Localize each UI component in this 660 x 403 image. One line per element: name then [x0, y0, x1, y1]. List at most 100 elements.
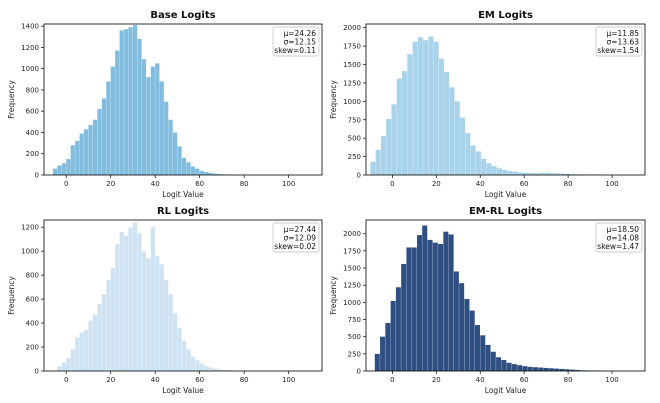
histogram-bar: [146, 77, 151, 175]
histogram-bar: [132, 25, 138, 175]
histogram-bar: [375, 149, 381, 175]
histogram-bar: [172, 132, 178, 175]
histogram-bar: [438, 244, 444, 371]
histogram-bar: [106, 81, 111, 175]
histogram-bar: [181, 341, 187, 371]
histogram-bar: [115, 243, 120, 371]
histogram-bar: [539, 172, 545, 175]
histogram-bar: [380, 135, 386, 175]
y-tick-label: 400: [26, 129, 39, 137]
x-tick-label: 40: [476, 376, 485, 384]
histogram-bar: [168, 294, 173, 371]
histogram-bar: [168, 119, 173, 175]
histogram-bar: [543, 367, 549, 371]
y-tick-label: 1250: [343, 79, 361, 87]
y-tick-label: 1400: [21, 23, 39, 31]
stats-line: μ=24.26: [283, 29, 316, 38]
y-tick-label: 1000: [343, 98, 361, 106]
histogram-bar: [380, 336, 386, 371]
histogram-bar: [110, 267, 115, 371]
y-tick-label: 800: [26, 86, 39, 94]
histogram-bar: [512, 171, 518, 175]
histogram-bar: [208, 367, 213, 371]
histogram-bar: [518, 172, 524, 175]
histogram-bar: [511, 364, 517, 371]
histogram-bar: [428, 36, 434, 176]
histogram-bar: [538, 367, 544, 371]
x-axis-label: Logit Value: [485, 190, 527, 199]
y-tick-label: 200: [26, 150, 39, 158]
histogram-bar: [70, 349, 75, 371]
histogram-bar: [61, 362, 66, 371]
histogram-bar: [213, 368, 218, 371]
stats-box-frame: [595, 222, 643, 253]
histogram-bar: [164, 101, 169, 175]
histogram-bar: [506, 362, 512, 371]
histogram-bar: [554, 173, 560, 175]
stats-line: μ=11.85: [606, 29, 639, 38]
histogram-bar: [155, 63, 160, 175]
histogram-bar: [177, 146, 182, 175]
x-tick-label: 0: [64, 376, 68, 384]
histogram-bar: [501, 360, 507, 371]
histogram-bar: [522, 366, 528, 371]
histogram-bar: [213, 173, 218, 175]
histogram-bar: [496, 168, 502, 175]
y-tick-label: 1750: [343, 43, 361, 51]
histogram-bar: [128, 227, 133, 371]
histogram-bar: [532, 367, 538, 371]
y-tick-label: 1750: [343, 247, 361, 255]
histogram-bar: [401, 263, 407, 371]
histogram-bar: [417, 37, 423, 175]
histogram-bar: [496, 357, 502, 371]
histogram-bar: [84, 129, 89, 175]
histogram-bar: [52, 168, 58, 175]
y-tick-label: 750: [348, 116, 361, 124]
histogram-bar: [146, 258, 151, 371]
chart-title: EM-RL Logits: [469, 206, 542, 217]
histogram-bar: [444, 71, 450, 175]
histogram-bar: [97, 109, 102, 175]
histogram-bar: [119, 231, 124, 371]
histogram-bar: [88, 320, 93, 371]
x-tick-label: 20: [432, 180, 441, 188]
histogram-bar: [132, 222, 138, 371]
histogram-bar: [137, 38, 142, 175]
histogram-bar: [517, 365, 523, 371]
histogram-bar: [150, 66, 155, 175]
histogram-bar: [177, 327, 182, 371]
histogram-bar: [374, 353, 380, 371]
histogram-bar: [395, 287, 401, 371]
histogram-bar: [565, 173, 571, 175]
histogram-bar: [507, 170, 513, 175]
histogram-bar: [57, 165, 62, 175]
x-tick-label: 80: [564, 376, 573, 384]
y-tick-label: 800: [26, 272, 39, 280]
x-axis-label: Logit Value: [485, 386, 527, 395]
histogram-bar: [474, 325, 480, 371]
histogram-bar: [88, 125, 93, 175]
histogram-bar: [548, 368, 554, 371]
histogram-bar: [79, 332, 84, 371]
histogram-bar: [97, 303, 102, 371]
histogram-bar: [433, 41, 439, 176]
histogram-bar: [208, 172, 213, 175]
histogram-bar: [549, 172, 555, 175]
histogram-bar: [416, 235, 422, 371]
histogram-bar: [470, 145, 476, 175]
histogram-bar: [75, 337, 80, 371]
y-tick-label: 0: [357, 172, 361, 180]
histogram-bar: [79, 133, 84, 175]
stats-line: skew=1.54: [597, 46, 639, 55]
histogram-bar: [412, 41, 418, 176]
histogram-bar: [385, 322, 391, 371]
x-tick-label: 100: [605, 180, 618, 188]
histogram-bar: [460, 117, 466, 175]
histogram-bar: [66, 357, 71, 371]
axes-frame: [43, 219, 323, 372]
x-tick-label: 20: [106, 376, 115, 384]
histogram-bar: [66, 159, 71, 175]
